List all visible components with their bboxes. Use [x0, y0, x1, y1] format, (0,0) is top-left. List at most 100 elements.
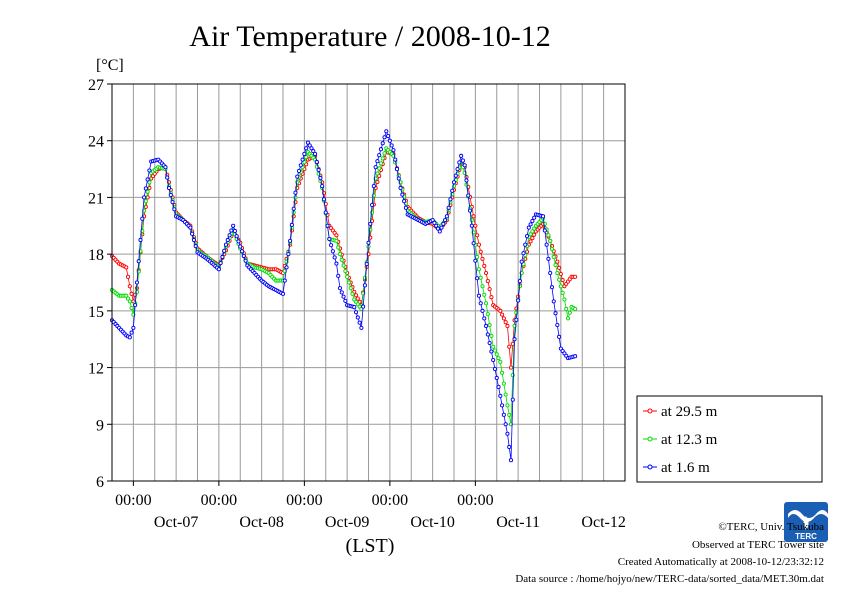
- data-point: [346, 280, 351, 285]
- data-point: [368, 221, 373, 226]
- legend: at 29.5 m at 12.3 m at 1.6 m: [636, 395, 823, 483]
- y-tick-label: 21: [88, 190, 104, 207]
- data-point: [560, 290, 565, 295]
- data-point: [239, 249, 245, 254]
- credit-source: Data source : /home/hojyo/new/TERC-data/…: [515, 573, 824, 585]
- data-point: [494, 375, 499, 381]
- data-point: [343, 298, 348, 303]
- data-point: [562, 297, 567, 302]
- x-time-label: 00:00: [286, 492, 322, 509]
- data-point: [482, 292, 487, 297]
- data-point: [125, 274, 131, 279]
- x-date-label: Oct-11: [496, 514, 540, 531]
- data-point: [453, 173, 458, 178]
- legend-label: at 29.5 m: [661, 404, 718, 420]
- data-point: [492, 348, 498, 353]
- data-point: [491, 344, 496, 349]
- data-point: [500, 312, 505, 317]
- data-point: [548, 238, 553, 243]
- data-point: [524, 234, 530, 239]
- data-point: [484, 301, 489, 306]
- data-point: [530, 219, 535, 224]
- data-point: [500, 403, 505, 408]
- data-point: [320, 184, 325, 189]
- data-point: [143, 186, 148, 191]
- data-point: [476, 293, 481, 298]
- data-point: [446, 205, 451, 210]
- data-point: [469, 223, 474, 228]
- data-point: [166, 185, 172, 191]
- data-point: [473, 258, 478, 263]
- legend-marker: [647, 436, 653, 442]
- data-point: [140, 216, 145, 221]
- data-point: [127, 284, 132, 289]
- data-point: [501, 316, 506, 321]
- data-point: [172, 207, 177, 212]
- data-point: [127, 299, 132, 304]
- x-axis-label: (LST): [346, 535, 395, 557]
- data-point: [466, 193, 471, 198]
- data-point: [318, 176, 323, 181]
- data-point: [337, 252, 343, 257]
- data-point: [557, 265, 562, 270]
- data-point: [136, 259, 141, 264]
- data-point: [430, 218, 435, 223]
- data-point: [382, 135, 387, 140]
- data-point: [503, 392, 508, 397]
- data-point: [334, 233, 339, 238]
- data-point: [353, 310, 359, 315]
- series-1: [109, 146, 578, 427]
- legend-box: [636, 395, 823, 483]
- data-point: [530, 236, 535, 241]
- data-point: [307, 143, 312, 148]
- data-point: [508, 458, 514, 463]
- data-point: [291, 206, 296, 211]
- data-point: [519, 259, 524, 264]
- data-point: [353, 293, 359, 298]
- data-point: [464, 178, 469, 183]
- data-point: [485, 332, 490, 337]
- data-point: [393, 157, 398, 162]
- data-point: [444, 214, 449, 219]
- data-point: [544, 242, 549, 247]
- data-point: [482, 263, 487, 269]
- data-point: [377, 153, 382, 158]
- data-point: [482, 316, 487, 321]
- legend-label: at 12.3 m: [661, 432, 718, 448]
- data-point: [505, 403, 510, 408]
- x-date-label: Oct-09: [325, 514, 369, 531]
- data-point: [304, 146, 309, 151]
- data-point: [487, 287, 492, 292]
- data-point: [500, 370, 505, 375]
- data-point: [487, 322, 492, 328]
- data-point: [501, 381, 506, 386]
- data-point: [485, 312, 490, 317]
- data-point: [127, 335, 132, 340]
- data-point: [327, 236, 332, 242]
- data-point: [375, 159, 380, 164]
- data-point: [478, 249, 483, 254]
- data-point: [341, 294, 346, 299]
- data-point: [478, 301, 483, 306]
- data-point: [371, 184, 376, 189]
- data-point: [238, 244, 243, 249]
- data-point: [498, 308, 503, 313]
- data-point: [400, 192, 405, 197]
- data-point: [573, 274, 578, 279]
- data-point: [225, 237, 230, 243]
- data-point: [548, 270, 553, 276]
- data-point: [492, 366, 498, 372]
- data-point: [134, 280, 139, 285]
- data-point: [334, 238, 339, 243]
- data-point: [378, 147, 384, 152]
- data-point: [355, 296, 360, 301]
- data-point: [478, 275, 483, 280]
- data-point: [243, 258, 248, 263]
- data-point: [352, 305, 357, 310]
- data-point: [471, 241, 476, 246]
- data-point: [551, 299, 556, 304]
- data-point: [491, 357, 496, 363]
- credit-copyright: ©TERC, Univ. Tsukuba: [718, 521, 824, 533]
- data-point: [558, 271, 563, 277]
